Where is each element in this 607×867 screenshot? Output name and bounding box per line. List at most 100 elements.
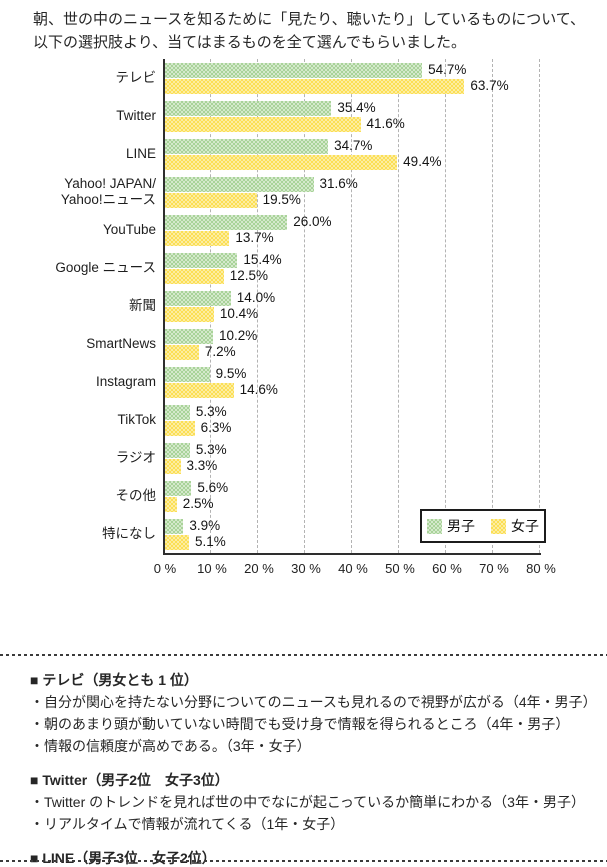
page-title-line-1: 朝、世の中のニュースを知るために「見たり、聴いたり」しているものについて、 <box>33 11 586 28</box>
comment-sections: ■ テレビ（男女とも 1 位） ・自分が関心を持たない分野についてのニュースも見れ… <box>0 656 607 867</box>
bar-group: 15.4% 12.5% <box>165 249 541 287</box>
bar-group: 5.6% 2.5% <box>165 477 541 515</box>
bar-male <box>165 253 238 268</box>
section-header: ■ Twitter（男子2位 女子3位） <box>30 772 229 788</box>
gridline <box>304 59 305 553</box>
bar-male <box>165 329 213 344</box>
gridline <box>445 59 446 553</box>
x-tick-label: 80 % <box>526 561 556 576</box>
value-label: 31.6% <box>319 176 358 191</box>
category-label: Instagram <box>95 374 156 390</box>
x-axis-ticks: 0 % 10 % 20 % 30 % 40 % 50 % 60 % 70 % 80 % <box>154 557 556 579</box>
x-tick-label: 70 % <box>479 561 509 576</box>
x-tick-label: 0 % <box>153 561 177 576</box>
value-label: 35.4% <box>337 100 376 115</box>
section-bullet: ・自分が関心を持たない分野についてのニュースも見れるので視野が広がる（4年・男子… <box>30 694 597 710</box>
value-label: 7.2% <box>204 344 236 359</box>
value-label: 13.7% <box>235 230 274 245</box>
bar-group: 34.7% 49.4% <box>165 135 541 173</box>
bar-male <box>165 519 184 534</box>
section-bullet: ・朝のあまり頭が動いていない時間でも受け身で情報を得られるところ（4年・男子） <box>30 716 570 732</box>
value-label: 10.4% <box>219 306 259 321</box>
legend-entry: 男子 <box>427 516 475 536</box>
page-title: 朝、世の中のニュースを知るために「見たり、聴いたり」しているものについて、 以下… <box>0 0 607 54</box>
bar-male <box>165 101 332 116</box>
category-label: その他 <box>115 488 157 504</box>
section-bullet: ・情報の信頼度が高めである。（3年・女子） <box>30 738 311 754</box>
gridline <box>351 59 352 553</box>
chart-row: LINE 34.7% 49.4% <box>0 135 607 173</box>
value-label: 15.4% <box>243 252 282 267</box>
bar-female <box>165 497 177 512</box>
section-bullet: ・リアルタイムで情報が流れてくる（1年・女子） <box>30 816 345 832</box>
legend-label: 女子 <box>511 518 539 534</box>
gridline <box>210 59 211 553</box>
chart-row: 特になし 3.9% 5.1% <box>0 515 607 553</box>
x-tick-label: 50 % <box>385 561 415 576</box>
bar-female <box>165 117 361 132</box>
chart-row: TikTok 5.3% 6.3% <box>0 401 607 439</box>
bar-female <box>165 155 398 170</box>
chart-row: Instagram 9.5% 14.6% <box>0 363 607 401</box>
value-label: 10.2% <box>218 328 258 343</box>
value-label: 6.3% <box>200 420 232 435</box>
value-label: 5.1% <box>194 534 226 549</box>
section-bullet: ・Twitter のトレンドを見れば世の中でなにが起こっているか簡単にわかる（3… <box>30 794 585 810</box>
value-label: 34.7% <box>334 138 373 153</box>
value-label: 63.7% <box>470 78 509 93</box>
value-label: 49.4% <box>403 154 442 169</box>
section-header: ■ テレビ（男女とも 1 位） <box>30 672 198 688</box>
bar-group: 35.4% 41.6% <box>165 97 541 135</box>
value-label: 14.0% <box>236 290 276 305</box>
legend-swatch-female <box>491 518 506 534</box>
legend-swatch-male <box>427 518 442 534</box>
bar-male <box>165 177 314 192</box>
chart-row: 新聞 14.0% 10.4% <box>0 287 607 325</box>
bar-female <box>165 459 181 474</box>
bar-chart: テレビ 54.7% 63.7% Twitter 35.4% 41.6% LINE 34.7% 4… <box>0 59 607 637</box>
value-label: 9.5% <box>215 366 247 381</box>
chart-row: Twitter 35.4% 41.6% <box>0 97 607 135</box>
bar-male <box>165 291 231 306</box>
category-label: Google ニュース <box>55 260 156 276</box>
bar-male <box>165 405 190 420</box>
category-label: YouTube <box>102 222 156 238</box>
value-label: 5.3% <box>195 404 227 419</box>
bar-group: 14.0% 10.4% <box>165 287 541 325</box>
chart-legend: 男子 女子 <box>420 509 546 543</box>
gridline <box>257 59 258 553</box>
chart-row: SmartNews 10.2% 7.2% <box>0 325 607 363</box>
bar-male <box>165 139 329 154</box>
legend-entry: 女子 <box>491 516 539 536</box>
category-label: 新聞 <box>129 298 156 314</box>
chart-row: Google ニュース 15.4% 12.5% <box>0 249 607 287</box>
x-tick-label: 40 % <box>338 561 368 576</box>
bar-male <box>165 63 423 78</box>
x-tick-label: 10 % <box>197 561 227 576</box>
bar-group: 10.2% 7.2% <box>165 325 541 363</box>
bar-female <box>165 269 224 284</box>
gridline <box>398 59 399 553</box>
legend-label: 男子 <box>447 518 475 534</box>
x-tick-label: 60 % <box>432 561 462 576</box>
value-label: 41.6% <box>366 116 405 131</box>
bar-group: 5.3% 6.3% <box>165 401 541 439</box>
chart-row: テレビ 54.7% 63.7% <box>0 59 607 97</box>
category-label: LINE <box>125 146 156 162</box>
category-label: Yahoo! JAPAN/ Yahoo!ニュース <box>60 176 156 207</box>
page-title-line-2: 以下の選択肢より、当てはまるものを全て選んでもらいました。 <box>33 33 467 51</box>
category-label: テレビ <box>115 70 157 86</box>
value-label: 5.6% <box>197 480 229 495</box>
dashed-divider-bottom <box>0 860 607 862</box>
bar-group: 9.5% 14.6% <box>165 363 541 401</box>
chart-row: Yahoo! JAPAN/ Yahoo!ニュース 31.6% 19.5% <box>0 173 607 211</box>
bar-male <box>165 215 288 230</box>
value-label: 26.0% <box>293 214 332 229</box>
value-label: 3.9% <box>189 518 221 533</box>
section-header: ■ LINE（男子3位 女子2位） <box>30 850 216 866</box>
bar-group: 54.7% 63.7% <box>165 59 541 97</box>
category-label: ラジオ <box>115 450 156 466</box>
chart-row: ラジオ 5.3% 3.3% <box>0 439 607 477</box>
comment-section: ■ LINE（男子3位 女子2位）・LINE は必ず開くし、ニュース欄もランキン… <box>30 847 591 867</box>
